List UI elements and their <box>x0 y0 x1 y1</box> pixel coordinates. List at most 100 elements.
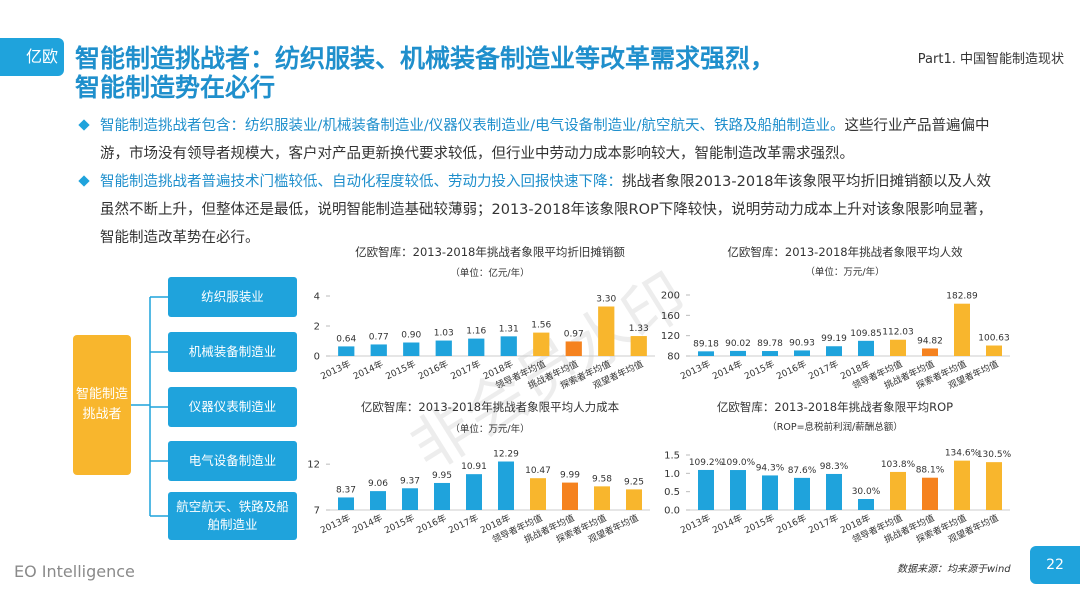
x-tick-label: 2015年 <box>382 512 416 536</box>
data-label: 88.1% <box>916 466 945 476</box>
bar <box>630 336 647 356</box>
data-label: 12.29 <box>493 450 519 460</box>
y-tick-label: 80 <box>667 352 680 363</box>
chart-subtitle: （ROP=息税前利润/薪酬总额） <box>767 421 902 433</box>
bar <box>922 348 938 356</box>
bullet-text: 这些行业产品普遍偏中游，市场没有领导者规模大，客户对产品更新换代要求较低，但行业… <box>100 118 990 162</box>
x-tick-label: 2015年 <box>384 358 418 382</box>
x-tick-label: 2017年 <box>806 512 840 536</box>
chart-title: 亿欧智库：2013-2018年挑战者象限平均折旧摊销额 <box>355 245 625 259</box>
data-label: 0.90 <box>401 331 421 341</box>
y-tick-label: 1.5 <box>664 451 680 462</box>
data-label: 1.56 <box>531 321 551 331</box>
data-label: 1.31 <box>499 324 519 334</box>
data-label: 134.6% <box>945 449 980 459</box>
chart-title: 亿欧智库：2013-2018年挑战者象限平均人力成本 <box>361 400 620 414</box>
data-label: 9.25 <box>624 477 644 487</box>
x-tick-label: 2014年 <box>350 512 384 536</box>
bar <box>954 303 970 356</box>
chart-title: 亿欧智库：2013-2018年挑战者象限平均人效 <box>727 245 963 259</box>
y-tick-label: 7 <box>314 506 320 517</box>
data-label: 103.8% <box>881 460 916 470</box>
y-tick-label: 200 <box>661 291 680 302</box>
bullet: 智能制造挑战者包含：纺织服装业/机械装备制造业/仪器仪表制造业/电气设备制造业/… <box>78 112 1003 168</box>
bar <box>858 499 874 510</box>
x-tick-label: 2013年 <box>678 358 712 382</box>
bar <box>500 336 517 356</box>
bullet: 智能制造挑战者普遍技术门槛较低、自动化程度较低、劳动力投入回报快速下降：挑战者象… <box>78 168 1003 252</box>
chart-subtitle: （单位：万元/年） <box>805 266 884 278</box>
data-label: 109.0% <box>721 458 756 468</box>
data-label: 87.6% <box>788 466 817 476</box>
x-tick-label: 2017年 <box>806 358 840 382</box>
y-tick-label: 1.0 <box>664 469 680 480</box>
x-tick-label: 2016年 <box>414 512 448 536</box>
bar <box>762 351 778 356</box>
data-label: 109.2% <box>689 458 724 468</box>
bar <box>598 306 615 356</box>
child-node: 机械装备制造业 <box>168 332 297 372</box>
data-label: 109.85 <box>850 329 882 339</box>
bar <box>498 461 514 510</box>
source: 数据来源：均来源于wind <box>897 564 1011 575</box>
y-tick-label: 0 <box>314 352 320 363</box>
bar <box>468 338 485 356</box>
x-tick-label: 2015年 <box>742 512 776 536</box>
bar <box>338 497 354 510</box>
data-label: 112.03 <box>882 328 914 338</box>
title-line: 智能制造挑战者：纺织服装、机械装备制造业等改革需求强烈， <box>75 44 776 73</box>
slide-title: 智能制造挑战者：纺织服装、机械装备制造业等改革需求强烈， 智能制造势在必行 <box>75 44 775 102</box>
bullet-lead: 智能制造挑战者普遍技术门槛较低、自动化程度较低、劳动力投入回报快速下降： <box>100 174 622 190</box>
bar <box>370 491 386 510</box>
data-label: 30.0% <box>852 487 881 497</box>
x-tick-label: 2013年 <box>318 512 352 536</box>
data-label: 0.64 <box>336 334 356 344</box>
child-node: 电气设备制造业 <box>168 441 297 481</box>
child-node: 纺织服装业 <box>168 277 297 317</box>
data-label: 10.91 <box>461 462 487 472</box>
data-label: 1.16 <box>466 327 486 337</box>
bar <box>730 350 746 356</box>
bar <box>403 342 420 356</box>
y-tick-label: 120 <box>661 331 680 342</box>
x-tick-label: 2017年 <box>446 512 480 536</box>
y-tick-label: 0.5 <box>664 487 680 498</box>
bar <box>826 473 842 510</box>
data-label: 98.3% <box>820 462 849 472</box>
data-label: 1.33 <box>629 324 649 334</box>
x-tick-label: 2014年 <box>710 512 744 536</box>
bar <box>370 344 387 356</box>
bar <box>533 332 550 356</box>
x-tick-label: 2013年 <box>678 512 712 536</box>
data-label: 99.19 <box>821 334 847 344</box>
bar <box>986 345 1002 356</box>
bar <box>986 462 1002 510</box>
bar <box>338 346 355 356</box>
data-label: 1.03 <box>434 329 454 339</box>
bar <box>594 486 610 510</box>
bar <box>435 340 452 356</box>
data-label: 100.63 <box>978 334 1010 344</box>
data-label: 90.02 <box>725 339 751 349</box>
brand: EO Intelligence <box>14 562 135 581</box>
data-label: 9.95 <box>432 471 452 481</box>
bar <box>402 488 418 510</box>
bar <box>698 351 714 356</box>
bar <box>762 475 778 510</box>
bullet-lead: 智能制造挑战者包含：纺织服装业/机械装备制造业/仪器仪表制造业/电气设备制造业/… <box>100 118 845 134</box>
root-node: 智能制造挑战者 <box>73 335 131 475</box>
bar <box>466 474 482 510</box>
bullets: 智能制造挑战者包含：纺织服装业/机械装备制造业/仪器仪表制造业/电气设备制造业/… <box>78 112 1003 252</box>
bar <box>434 482 450 510</box>
bar <box>858 340 874 356</box>
bar <box>922 477 938 510</box>
y-tick-label: 0.0 <box>664 506 680 517</box>
bar <box>954 460 970 510</box>
page-number: 22 <box>1030 546 1080 584</box>
data-label: 9.99 <box>560 471 580 481</box>
data-label: 182.89 <box>946 292 978 302</box>
bar <box>730 470 746 510</box>
bullet-text: 挑战者象限2013-2018年该象限平均折旧摊销额以及人效虽然不断上升，但整体还… <box>100 174 993 246</box>
